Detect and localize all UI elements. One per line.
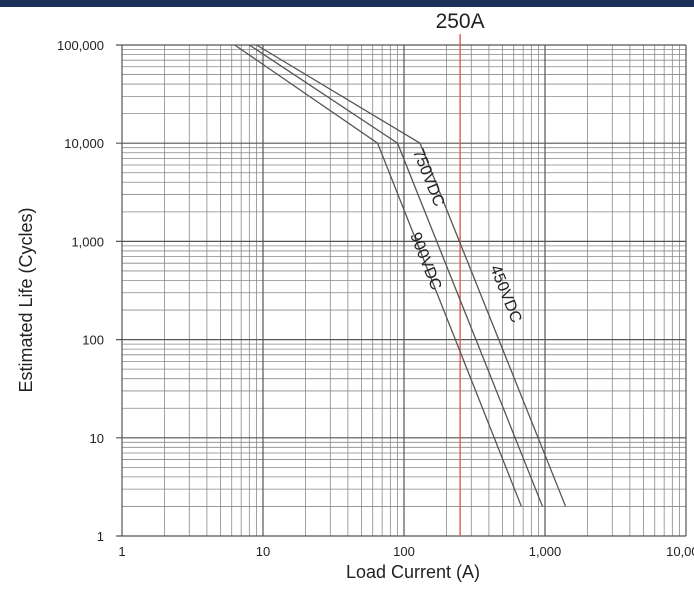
marker-label: 250A bbox=[436, 10, 485, 33]
x-axis-title: Load Current (A) bbox=[346, 562, 480, 582]
marker-line-group: 250A bbox=[436, 10, 485, 536]
curve-450vdc bbox=[256, 44, 567, 507]
y-axis-title: Estimated Life (Cycles) bbox=[16, 207, 36, 392]
curve-label-450vdc: 450VDC bbox=[486, 263, 524, 325]
curve-label-900vdc: 900VDC bbox=[406, 230, 444, 292]
curve-label-750vdc: 750VDC bbox=[409, 147, 447, 209]
y-tick-label: 100 bbox=[82, 333, 104, 348]
y-tick-labels: 1 10 100 1,000 10,000 100,000 bbox=[57, 38, 104, 544]
y-tick-label: 100,000 bbox=[57, 38, 104, 53]
major-gridlines bbox=[116, 44, 687, 537]
curve-750vdc bbox=[248, 44, 544, 507]
y-tick-label: 1 bbox=[97, 529, 104, 544]
x-tick-label: 1 bbox=[118, 544, 125, 559]
x-tick-label: 1,000 bbox=[529, 544, 562, 559]
x-tick-label: 100 bbox=[393, 544, 415, 559]
x-tick-labels: 1 10 100 1,000 10,000 bbox=[118, 544, 694, 559]
top-bar bbox=[0, 0, 694, 7]
y-tick-label: 10,000 bbox=[64, 136, 104, 151]
curve-900vdc bbox=[234, 44, 522, 507]
x-tick-label: 10 bbox=[256, 544, 270, 559]
x-tick-label: 10,000 bbox=[666, 544, 694, 559]
y-tick-label: 10 bbox=[90, 431, 104, 446]
y-tick-label: 1,000 bbox=[71, 234, 104, 249]
